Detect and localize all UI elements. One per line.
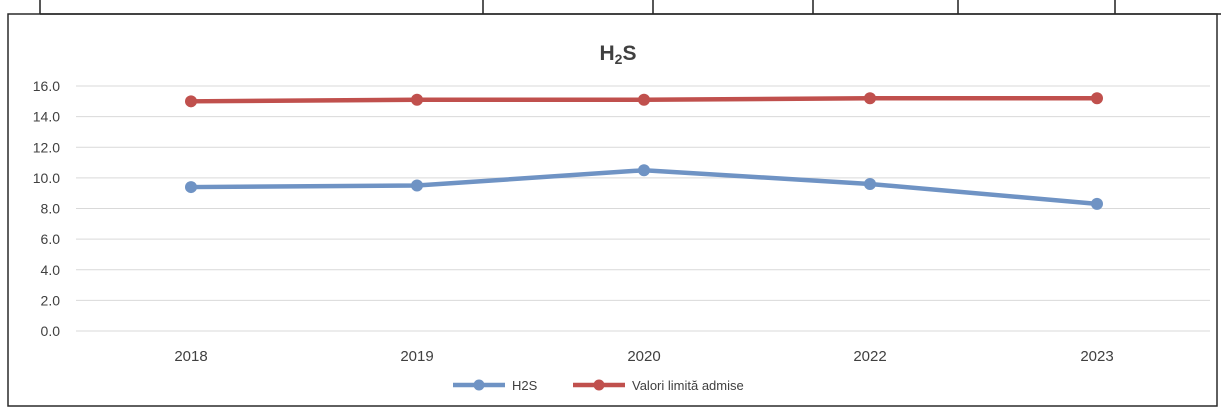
y-tick-label: 12.0 [33,139,60,155]
chart-title-tail: S [622,42,636,65]
data-point [185,95,197,108]
legend-label: H2S [512,378,538,393]
data-point [411,93,423,106]
x-axis-ticks: 2018 2019 2020 2022 2023 [174,348,1113,365]
legend-swatch-marker [473,379,485,391]
series-1 [185,92,1103,108]
x-tick-label: 2022 [853,348,886,365]
data-point [638,164,650,177]
x-tick-label: 2018 [174,348,207,365]
data-point [411,179,423,192]
data-point [185,181,197,194]
chart-title-subscript: 2 [615,51,623,67]
data-point [864,92,876,105]
series-0 [185,164,1103,210]
x-tick-label: 2023 [1080,348,1113,365]
x-tick-label: 2019 [400,348,433,365]
legend-label: Valori limită admise [632,378,744,393]
series-layer [185,92,1103,210]
y-tick-label: 6.0 [41,231,61,247]
y-tick-label: 16.0 [33,78,60,94]
data-point [638,93,650,106]
legend-item: Valori limită admise [573,378,744,393]
y-tick-label: 0.0 [41,323,61,339]
data-point [1091,92,1103,105]
y-axis-ticks: 0.0 2.0 4.0 6.0 8.0 10.0 12.0 14.0 16.0 [33,78,60,339]
legend: H2S Valori limită admise [453,378,744,393]
legend-item: H2S [453,378,538,393]
y-tick-label: 10.0 [33,170,60,186]
y-tick-label: 4.0 [41,262,61,278]
data-point [1091,197,1103,210]
chart-title: H2S [600,42,637,67]
y-tick-label: 2.0 [41,292,61,308]
legend-swatch-marker [593,379,605,391]
x-tick-label: 2020 [627,348,660,365]
y-tick-label: 14.0 [33,109,60,125]
chart-title-main: H [600,42,615,65]
data-point [864,178,876,190]
chart-border [7,13,1218,407]
top-table-fragment [39,0,1221,15]
y-tick-label: 8.0 [41,201,61,217]
gridlines [76,85,1210,332]
